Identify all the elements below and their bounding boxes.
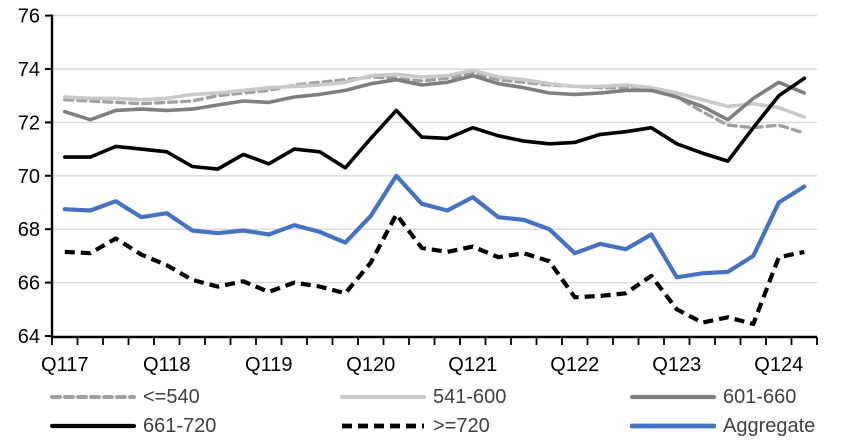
legend-item-5: Aggregate — [630, 414, 815, 438]
y-tick-label: 76 — [18, 6, 40, 28]
legend-item-0: <=540 — [50, 385, 200, 409]
legend-swatch-icon — [50, 423, 136, 429]
x-tick-label: Q120 — [346, 354, 395, 376]
legend-swatch-icon — [340, 394, 426, 400]
y-tick-label: 74 — [18, 59, 40, 81]
y-tick-label: 68 — [18, 219, 40, 241]
axes — [45, 14, 818, 345]
legend-item-4: >=720 — [340, 414, 490, 438]
legend-item-label: Aggregate — [723, 414, 816, 437]
series-line-1 — [63, 68, 807, 119]
y-tick-label: 72 — [18, 112, 40, 134]
legend-swatch-icon — [630, 394, 716, 400]
series-line-3 — [63, 76, 807, 171]
legend-item-label: >=720 — [433, 414, 490, 437]
x-tick-label: Q117 — [41, 354, 88, 376]
x-tick-labels: Q117 Q118 Q119 Q120 Q121 Q122 Q123 Q124 — [41, 354, 803, 376]
legend-item-label: 661-720 — [143, 414, 217, 437]
legend-item-1: 541-600 — [340, 385, 506, 409]
x-tick-label: Q118 — [143, 354, 190, 376]
x-tick-label: Q121 — [448, 354, 497, 376]
legend-item-label: 541-600 — [433, 385, 507, 408]
series-line-0 — [63, 71, 806, 135]
y-tick-label: 64 — [18, 326, 40, 348]
legend-item-label: <=540 — [143, 385, 200, 408]
legend-swatch-icon — [342, 423, 424, 429]
gridlines — [52, 14, 817, 284]
series-line-4 — [64, 212, 805, 327]
x-tick-label: Q124 — [754, 354, 803, 376]
y-tick-label: 70 — [18, 166, 40, 188]
legend-swatch-icon — [630, 423, 716, 429]
x-tick-label: Q119 — [245, 354, 292, 376]
legend-item-3: 661-720 — [50, 414, 216, 438]
legend-swatch-icon — [50, 395, 136, 399]
y-tick-label: 66 — [18, 273, 40, 295]
legend-item-2: 601-660 — [630, 385, 796, 409]
series-line-5 — [62, 173, 807, 280]
series-line-2 — [63, 73, 807, 122]
y-tick-labels: 64 66 68 70 72 74 76 — [18, 6, 40, 348]
x-tick-label: Q122 — [550, 354, 599, 376]
x-tick-label: Q123 — [652, 354, 701, 376]
legend-item-label: 601-660 — [723, 385, 797, 408]
